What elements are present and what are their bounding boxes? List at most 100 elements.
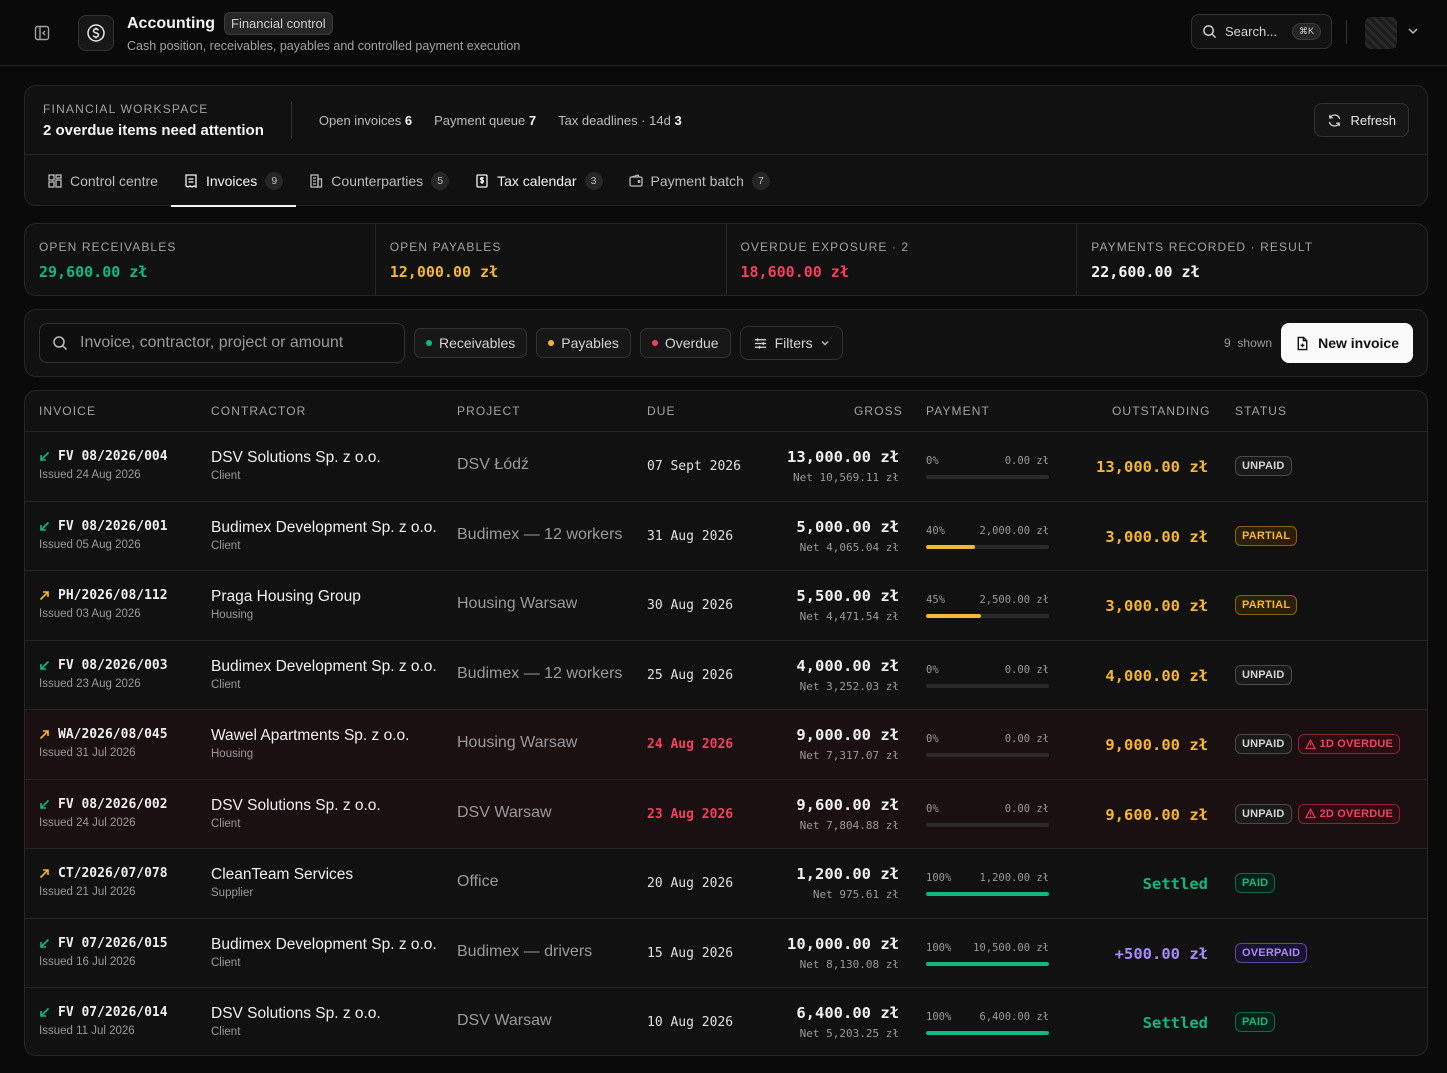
summary-tile: OVERDUE EXPOSURE · 2 18,600.00 zł (727, 224, 1078, 295)
tab-bar: Control centre Invoices 9 Counterparties… (25, 155, 1427, 206)
gross-amount: 6,400.00 zł (725, 1004, 899, 1022)
filter-chip-payables[interactable]: Payables (536, 328, 631, 358)
invoice-toolbar: Invoice, contractor, project or amount R… (24, 309, 1428, 377)
invoice-search-input[interactable]: Invoice, contractor, project or amount (39, 323, 405, 363)
tab-label: Counterparties (331, 173, 423, 189)
invoice-number[interactable]: FV 07/2026/014 (39, 1005, 168, 1020)
search-placeholder: Invoice, contractor, project or amount (80, 334, 343, 352)
filter-chip-overdue[interactable]: Overdue (640, 328, 731, 358)
summary-tile: OPEN RECEIVABLES 29,600.00 zł (25, 224, 376, 295)
invoice-number[interactable]: FV 08/2026/002 (39, 797, 168, 812)
contractor-name[interactable]: Budimex Development Sp. z o.o. (211, 936, 439, 954)
col-outstanding[interactable]: OUTSTANDING (1112, 404, 1211, 418)
tab-control-centre[interactable]: Control centre (35, 155, 171, 206)
contractor-name[interactable]: Wawel Apartments Sp. z o.o. (211, 727, 439, 745)
col-contractor[interactable]: CONTRACTOR (211, 404, 306, 418)
search-icon (52, 335, 68, 351)
payment-cell: 40% 2,000.00 zł (926, 525, 1049, 549)
app-subtitle: Cash position, receivables, payables and… (127, 39, 520, 53)
invoice-number[interactable]: FV 07/2026/015 (39, 936, 168, 951)
gross-cell: 9,000.00 zł Net 7,317.07 zł (725, 726, 899, 762)
summary-label: OPEN RECEIVABLES (39, 240, 361, 254)
invoice-number[interactable]: FV 08/2026/003 (39, 658, 168, 673)
table-row[interactable]: FV 08/2026/001 Issued 05 Aug 2026 Budime… (25, 502, 1427, 572)
global-search-button[interactable]: Search... ⌘K (1191, 14, 1332, 49)
status-cell: UNPAID (1235, 456, 1292, 476)
payment-progress (926, 823, 1049, 827)
status-badge: UNPAID (1235, 665, 1292, 685)
project-name: Housing Warsaw (457, 734, 625, 752)
contractor-name[interactable]: DSV Solutions Sp. z o.o. (211, 449, 439, 467)
contractor-name[interactable]: DSV Solutions Sp. z o.o. (211, 797, 439, 815)
table-row[interactable]: WA/2026/08/045 Issued 31 Jul 2026 Wawel … (25, 710, 1427, 780)
tab-count: 7 (752, 172, 770, 190)
payment-percent: 45% (926, 594, 945, 606)
invoice-number[interactable]: FV 08/2026/004 (39, 449, 168, 464)
building-icon (309, 174, 323, 188)
col-status[interactable]: STATUS (1235, 404, 1287, 418)
tab-label: Invoices (206, 173, 257, 189)
shown-count: 9 shown (1224, 336, 1272, 350)
contractor-name[interactable]: Praga Housing Group (211, 588, 439, 606)
avatar[interactable] (1365, 17, 1397, 49)
col-due[interactable]: DUE (647, 404, 676, 418)
table-row[interactable]: FV 08/2026/002 Issued 24 Jul 2026 DSV So… (25, 780, 1427, 850)
invoice-number[interactable]: FV 08/2026/001 (39, 519, 168, 534)
summary-label: OPEN PAYABLES (390, 240, 712, 254)
contractor-name[interactable]: DSV Solutions Sp. z o.o. (211, 1005, 439, 1023)
contractor-name[interactable]: Budimex Development Sp. z o.o. (211, 658, 439, 676)
table-row[interactable]: FV 07/2026/014 Issued 11 Jul 2026 DSV So… (25, 988, 1427, 1056)
invoice-issued: Issued 23 Aug 2026 (39, 678, 168, 690)
overdue-badge: 2D OVERDUE (1298, 804, 1401, 824)
filter-chip-receivables[interactable]: Receivables (414, 328, 527, 358)
filters-button[interactable]: Filters (740, 326, 843, 360)
tab-count: 3 (585, 172, 603, 190)
status-dot (426, 340, 432, 346)
arrow-up-right-icon (39, 729, 50, 740)
invoice-number[interactable]: CT/2026/07/078 (39, 866, 168, 881)
refresh-button[interactable]: Refresh (1314, 103, 1409, 137)
summary-label: PAYMENTS RECORDED · RESULT (1091, 240, 1413, 254)
status-badge: PAID (1235, 873, 1275, 893)
table-row[interactable]: CT/2026/07/078 Issued 21 Jul 2026 CleanT… (25, 849, 1427, 919)
dollar-icon (78, 15, 114, 51)
project-name: DSV Warsaw (457, 804, 625, 822)
col-invoice[interactable]: INVOICE (39, 404, 96, 418)
payment-percent: 0% (926, 733, 939, 745)
tab-invoices[interactable]: Invoices 9 (171, 155, 296, 206)
gross-cell: 10,000.00 zł Net 8,130.08 zł (725, 935, 899, 971)
contractor-type: Client (211, 470, 439, 482)
table-row[interactable]: PH/2026/08/112 Issued 03 Aug 2026 Praga … (25, 571, 1427, 641)
arrow-down-left-icon (39, 1007, 50, 1018)
col-payment[interactable]: PAYMENT (926, 404, 990, 418)
new-invoice-button[interactable]: New invoice (1281, 323, 1413, 363)
warning-icon (1305, 808, 1316, 819)
chevron-down-icon[interactable] (1406, 24, 1420, 41)
contractor-name[interactable]: Budimex Development Sp. z o.o. (211, 519, 439, 537)
payment-cell: 0% 0.00 zł (926, 664, 1049, 688)
sidebar-toggle-icon[interactable] (32, 23, 52, 43)
arrow-down-left-icon (39, 451, 50, 462)
invoice-table: INVOICE CONTRACTOR PROJECT DUE GROSS PAY… (24, 390, 1428, 1056)
payment-progress-fill (926, 892, 1049, 896)
table-row[interactable]: FV 07/2026/015 Issued 16 Jul 2026 Budime… (25, 919, 1427, 989)
project-name: Budimex — 12 workers (457, 526, 625, 544)
tab-counterparties[interactable]: Counterparties 5 (296, 155, 462, 206)
project-name: Office (457, 873, 625, 891)
invoice-number[interactable]: WA/2026/08/045 (39, 727, 168, 742)
col-gross[interactable]: GROSS (854, 404, 903, 418)
contractor-name[interactable]: CleanTeam Services (211, 866, 439, 884)
invoice-number[interactable]: PH/2026/08/112 (39, 588, 168, 603)
due-date: 23 Aug 2026 (647, 807, 733, 822)
tab-tax-calendar[interactable]: Tax calendar 3 (462, 155, 615, 206)
top-bar: Accounting Financial control Cash positi… (0, 0, 1447, 66)
tab-payment-batch[interactable]: Payment batch 7 (616, 155, 783, 206)
invoice-issued: Issued 21 Jul 2026 (39, 886, 168, 898)
payment-cell: 0% 0.00 zł (926, 733, 1049, 757)
table-row[interactable]: FV 08/2026/004 Issued 24 Aug 2026 DSV So… (25, 432, 1427, 502)
app-title: Accounting (127, 15, 215, 33)
status-badge: UNPAID (1235, 804, 1292, 824)
contractor-type: Client (211, 957, 439, 969)
col-project[interactable]: PROJECT (457, 404, 521, 418)
table-row[interactable]: FV 08/2026/003 Issued 23 Aug 2026 Budime… (25, 641, 1427, 711)
